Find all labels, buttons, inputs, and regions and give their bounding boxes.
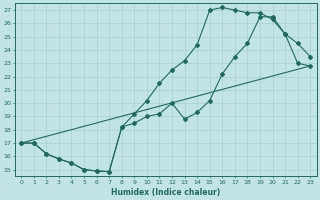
- X-axis label: Humidex (Indice chaleur): Humidex (Indice chaleur): [111, 188, 220, 197]
